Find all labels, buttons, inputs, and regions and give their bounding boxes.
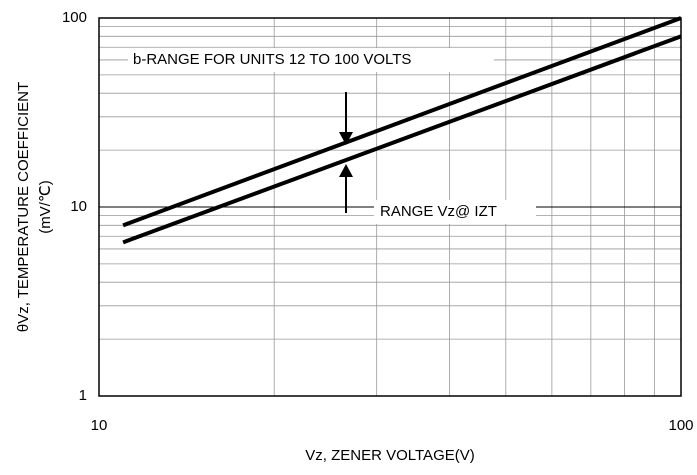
y-tick-label: 10 (70, 198, 87, 215)
y-tick-label: 100 (62, 9, 87, 26)
data-line (122, 34, 682, 245)
data-line (122, 16, 682, 228)
x-tick-label: 100 (668, 417, 693, 434)
y-axis-label: (mV/℃) (37, 180, 54, 234)
plot-frame (98, 17, 682, 397)
y-tick-label: 1 (79, 387, 87, 404)
annotation: b-RANGE FOR UNITS 12 TO 100 VOLTS (133, 51, 411, 68)
arrow-head (339, 164, 353, 177)
annotation-bg (128, 48, 494, 72)
annotation: RANGE Vz@ IZT (380, 203, 497, 220)
annotation-bg (374, 200, 536, 224)
y-axis-label: θVz, TEMPERATURE COEFFICIENT (15, 82, 32, 332)
x-tick-label: 10 (91, 417, 108, 434)
arrow-head (339, 132, 353, 145)
x-axis-label: Vz, ZENER VOLTAGE(V) (305, 447, 474, 464)
